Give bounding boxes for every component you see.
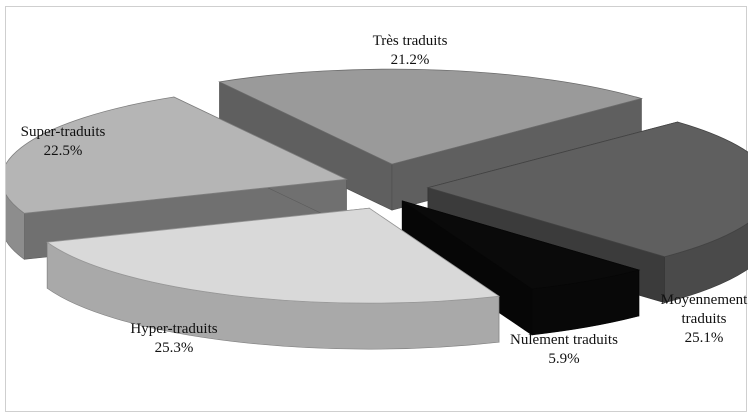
pie-slice [46, 207, 501, 350]
slice-label: Super-traduits 22.5% [21, 124, 106, 159]
pie-slice [6, 96, 348, 260]
chart-frame: Très traduits 21.2% Moyennement traduits 25.… [5, 6, 748, 412]
pie-slice [401, 200, 641, 336]
slice-label: Moyennement traduits 25.1% [661, 292, 748, 346]
slice-label: Très traduits 21.2% [373, 33, 448, 68]
slice-label: Hyper-traduits 25.3% [130, 321, 217, 356]
pie-chart: Très traduits 21.2% Moyennement traduits 25.… [6, 33, 748, 367]
slice-label: Nulement traduits 5.9% [510, 332, 618, 367]
pie-slice [218, 68, 643, 211]
